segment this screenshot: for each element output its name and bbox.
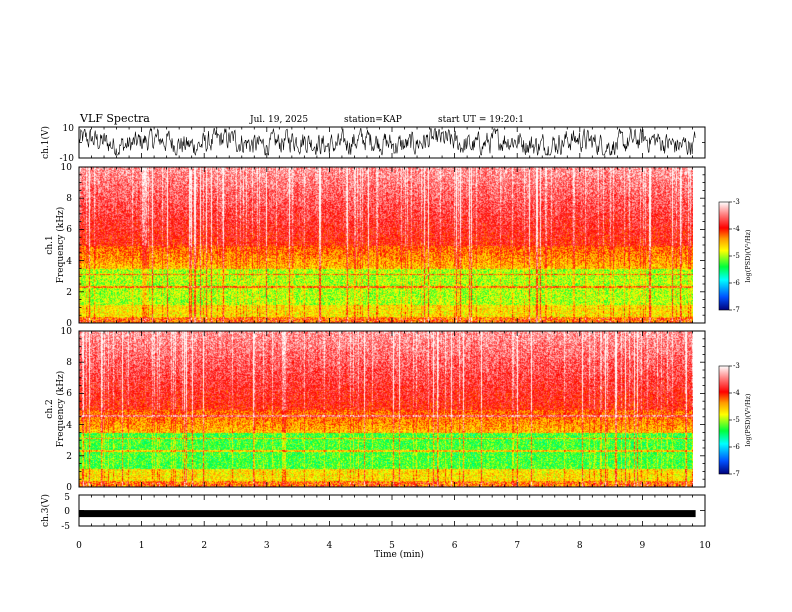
ch1-ytick-top: 10: [63, 124, 75, 134]
ch1-freq-tick: 6: [66, 225, 72, 235]
ch2-colorbar-ticks: [729, 365, 732, 475]
ch3-ytick: 0: [64, 507, 70, 517]
ch2-freq-tick: 0: [66, 483, 72, 493]
ch2-frequency-tick-labels: 0 2 4 6 8 10: [61, 327, 73, 493]
ch1-waveform-ylabel: ch.1(V): [40, 126, 51, 159]
ch2-colorbar: -3 -4 -5 -6 -7 log(PSD)(V²/Hz): [718, 362, 752, 478]
ch3-waveform-ylabel: ch.3(V): [40, 494, 51, 527]
ch1-waveform-line: [78, 127, 696, 156]
date-label: Jul. 19, 2025: [249, 115, 308, 125]
ch1-spectrogram-image: [79, 167, 693, 323]
ch2-spectrogram-image: [79, 331, 693, 487]
ch1-colorbar-gradient: [718, 201, 730, 311]
ch2-spectrogram-panel: 0 2 4 6 8 10 ch.2Frequency (kHz): [45, 327, 706, 493]
ch1-colorbar-tick: -5: [733, 252, 740, 260]
ch3-waveform-ticks: [78, 494, 706, 527]
ch1-colorbar-label: log(PSD)(V²/Hz): [744, 229, 752, 282]
ch2-colorbar-tick: -5: [733, 416, 740, 424]
ch1-freq-tick: 4: [66, 257, 72, 267]
ch3-ytick: -5: [61, 522, 70, 532]
time-tick-label: 7: [514, 541, 520, 551]
ch1-spectrogram-ylabel: ch.1Frequency (kHz): [45, 207, 66, 284]
time-tick-label: 0: [76, 541, 82, 551]
time-tick-label: 4: [327, 541, 333, 551]
ch1-colorbar-ticks: [729, 201, 732, 311]
ch1-spectrogram-panel: 0 2 4 6 8 10 ch.1Frequency (kHz): [45, 163, 706, 329]
ch3-waveform-panel: 5 0 -5 ch.3(V) 0 1 2 3 4 5 6 7 8 9 10 Time (min): [40, 493, 711, 560]
figure-title: VLF Spectra: [79, 112, 150, 125]
ch1-waveform-panel: 10 -10 ch.1(V): [40, 124, 706, 164]
ch3-ytick: 5: [64, 493, 70, 503]
ch1-waveform-ticks: [78, 126, 706, 159]
ch1-colorbar-tick: -4: [733, 225, 740, 233]
ch1-ytick-bottom: -10: [60, 154, 75, 164]
time-tick-label: 8: [577, 541, 583, 551]
station-label: station=KAP: [344, 115, 402, 125]
ch1-freq-tick: 10: [61, 163, 73, 173]
time-tick-label: 5: [389, 541, 395, 551]
ch2-freq-tick: 10: [61, 327, 73, 337]
ch1-freq-tick: 0: [66, 319, 72, 329]
time-axis-tick-labels: 0 1 2 3 4 5 6 7 8 9 10: [76, 541, 711, 551]
ch2-colorbar-tick: -7: [733, 470, 740, 478]
ch2-colorbar-label: log(PSD)(V²/Hz): [744, 393, 752, 446]
time-axis-label: Time (min): [374, 549, 424, 560]
time-tick-label: 6: [452, 541, 458, 551]
ch1-spectrogram-ticks: [78, 166, 706, 324]
ch2-freq-tick: 6: [66, 389, 72, 399]
ch1-freq-tick: 8: [66, 194, 72, 204]
ch2-colorbar-tick: -4: [733, 389, 740, 397]
time-tick-label: 1: [139, 541, 145, 551]
ch1-colorbar-tick: -7: [733, 306, 740, 314]
time-tick-label: 10: [699, 541, 711, 551]
ch2-freq-tick: 2: [66, 452, 72, 462]
time-tick-label: 2: [201, 541, 207, 551]
ch1-freq-tick: 2: [66, 288, 72, 298]
ch2-freq-tick: 4: [66, 421, 72, 431]
start-time-label: start UT = 19:20:1: [438, 115, 524, 125]
ch2-freq-tick: 8: [66, 358, 72, 368]
time-tick-label: 3: [264, 541, 270, 551]
ch1-colorbar-tick: -6: [733, 279, 740, 287]
ch1-colorbar-tick: -3: [733, 198, 740, 206]
ch3-waveform-line: [79, 510, 696, 518]
time-tick-label: 9: [640, 541, 646, 551]
ch1-frequency-tick-labels: 0 2 4 6 8 10: [61, 163, 73, 329]
ch2-spectrogram-ticks: [78, 330, 706, 488]
ch1-colorbar: -3 -4 -5 -6 -7 log(PSD)(V²/Hz): [718, 198, 752, 314]
ch2-colorbar-tick: -3: [733, 362, 740, 370]
ch2-colorbar-tick: -6: [733, 443, 740, 451]
ch2-colorbar-gradient: [718, 365, 730, 475]
ch2-spectrogram-ylabel: ch.2Frequency (kHz): [45, 371, 66, 448]
